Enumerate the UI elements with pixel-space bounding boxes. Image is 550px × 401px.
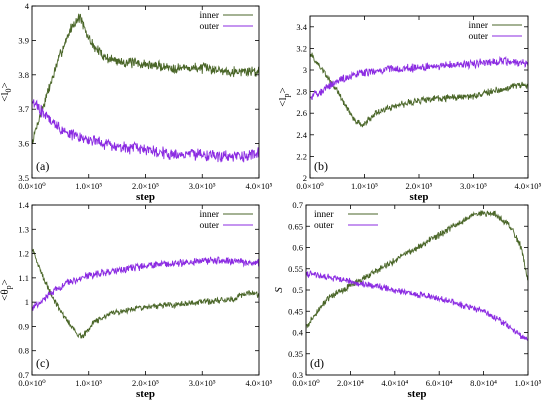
- panel-d-xtick-label: 2.0×10⁴: [337, 378, 364, 388]
- panel-a-xtick-label: 3.0×10⁵: [189, 181, 216, 191]
- panel-b-legend-inner: inner: [468, 21, 488, 31]
- panel-b-ytick-label: 3.4: [296, 22, 307, 32]
- panel-a-ytick-label: 3.7: [18, 104, 29, 114]
- panel-b-ytick-label: 2: [303, 173, 307, 183]
- panel-a-frame: [31, 5, 260, 179]
- panel-d-xtick-label: 1.0×10⁵: [515, 378, 542, 388]
- panel-a-xlabel: step: [136, 191, 155, 203]
- panel-c-letter: (c): [36, 356, 49, 370]
- panel-b-ytick-label: 3.2: [296, 43, 307, 53]
- panel-b-ytick-label: 3: [303, 65, 307, 75]
- panel-d-ytick-label: 0.6: [292, 243, 303, 253]
- panel-d-ytick-label: 0.65: [288, 221, 303, 231]
- panel-c-xtick-label: 0.0×10⁰: [18, 378, 46, 388]
- panel-b-ytick-label: 2.2: [296, 151, 307, 161]
- panel-c-ytick-label: 1.2: [18, 249, 29, 259]
- panel-c-ytick-label: 1: [25, 297, 29, 307]
- panel-b-ytick-label: 2.6: [296, 108, 307, 118]
- panel-a-ytick-label: 3.8: [18, 70, 29, 80]
- panel-b-ytick-label: 2.4: [296, 130, 307, 140]
- panel-c-ylabel: <θp>: [0, 279, 13, 301]
- panel-c-xtick-label: 4.0×10⁵: [246, 378, 273, 388]
- panel-d-letter: (d): [310, 356, 324, 370]
- panel-c-ytick-label: 0.8: [18, 346, 29, 356]
- panel-c-xtick-label: 1.0×10⁵: [75, 378, 102, 388]
- panel-d-ytick-label: 0.7: [292, 200, 303, 210]
- panel-a-xtick-label: 1.0×10⁵: [75, 181, 102, 191]
- panel-a-ytick-label: 4: [25, 1, 30, 11]
- panel-b: 0.0×10⁰ 1.0×10⁵ 2.0×10⁵ 3.0×10⁵ 4.0×10⁵ 2 2.2 2…: [277, 15, 542, 203]
- panel-d-series-outer: [306, 270, 528, 342]
- panel-c-ytick-label: 1.3: [18, 224, 29, 234]
- panel-c-series-outer: [32, 256, 259, 311]
- panel-b-letter: (b): [314, 159, 328, 173]
- panel-d-xtick-label: 6.0×10⁴: [426, 378, 453, 388]
- panel-a-ylabel: <l0>: [0, 82, 13, 101]
- panel-a-series-outer: [32, 99, 259, 163]
- panel-a-legend-outer: outer: [199, 22, 219, 32]
- panel-b-legend-outer: outer: [468, 32, 488, 42]
- panel-d-ytick-label: 0.35: [288, 349, 303, 359]
- panel-d-series-inner: [306, 210, 528, 330]
- panel-a-xtick-label: 4.0×10⁵: [246, 181, 273, 191]
- panel-b-frame: [309, 15, 529, 179]
- panel-b-xtick-label: 2.0×10⁵: [406, 181, 433, 191]
- panel-c-series-inner: [32, 248, 259, 339]
- panel-b-xlabel: step: [410, 191, 429, 203]
- panel-c: 0.0×10⁰ 1.0×10⁵ 2.0×10⁵ 3.0×10⁵ 4.0×10⁵ 0.7 0.…: [0, 200, 272, 400]
- panel-b-xtick-label: 1.0×10⁵: [351, 181, 378, 191]
- panel-d-xlabel: step: [408, 388, 427, 400]
- panel-a-legend-inner: inner: [199, 11, 219, 21]
- panel-b-ytick-label: 2.8: [296, 87, 307, 97]
- panel-d-xtick-label: 0.0×10⁰: [292, 378, 320, 388]
- panel-a-xtick-label: 2.0×10⁵: [132, 181, 159, 191]
- panel-d-xtick-label: 8.0×10⁴: [470, 378, 497, 388]
- panel-d-legend-outer: outer: [314, 221, 334, 231]
- panel-d-ytick-label: 0.45: [288, 306, 303, 316]
- panel-c-ytick-label: 0.7: [18, 370, 29, 380]
- panel-d: 0.0×10⁰ 2.0×10⁴ 4.0×10⁴ 6.0×10⁴ 8.0×10⁴ 1.0×1…: [273, 200, 541, 400]
- panel-c-xtick-label: 3.0×10⁵: [189, 378, 216, 388]
- panel-a: 0.0×10⁰ 1.0×10⁵ 2.0×10⁵ 3.0×10⁵ 4.0×10⁵ 3.5 3.…: [0, 1, 272, 203]
- panel-c-xlabel: step: [136, 388, 155, 400]
- panel-c-frame: [31, 204, 260, 376]
- panel-a-series-inner: [32, 13, 259, 145]
- panel-d-ytick-label: 0.4: [292, 328, 303, 338]
- panel-d-ytick-label: 0.3: [292, 370, 303, 380]
- panel-d-xtick-label: 4.0×10⁴: [381, 378, 408, 388]
- panel-b-series-outer: [310, 55, 528, 101]
- panel-d-ytick-label: 0.55: [288, 264, 303, 274]
- panel-a-xtick-label: 0.0×10⁰: [18, 181, 46, 191]
- panel-c-legend-inner: inner: [199, 210, 219, 220]
- panel-b-series-inner: [310, 52, 528, 128]
- panel-c-ytick-label: 1.1: [18, 273, 29, 283]
- panel-a-ytick-label: 3.5: [18, 173, 29, 183]
- panel-a-letter: (a): [36, 159, 49, 173]
- panel-c-ytick-label: 1.4: [18, 200, 29, 210]
- panel-a-ytick-label: 3.9: [18, 35, 29, 45]
- panel-b-ylabel: <lp>: [277, 87, 291, 106]
- panel-b-xtick-label: 0.0×10⁰: [296, 181, 324, 191]
- panel-d-ytick-label: 0.5: [292, 285, 303, 295]
- panel-c-ytick-label: 0.9: [18, 321, 29, 331]
- panel-c-xtick-label: 2.0×10⁵: [132, 378, 159, 388]
- panel-a-ytick-label: 3.6: [18, 139, 29, 149]
- panel-b-xtick-label: 3.0×10⁵: [460, 181, 487, 191]
- panel-d-ylabel: S: [273, 287, 285, 293]
- panel-c-legend-outer: outer: [199, 221, 219, 231]
- panel-d-legend-inner: inner: [314, 210, 334, 220]
- panel-b-xtick-label: 4.0×10⁵: [515, 181, 542, 191]
